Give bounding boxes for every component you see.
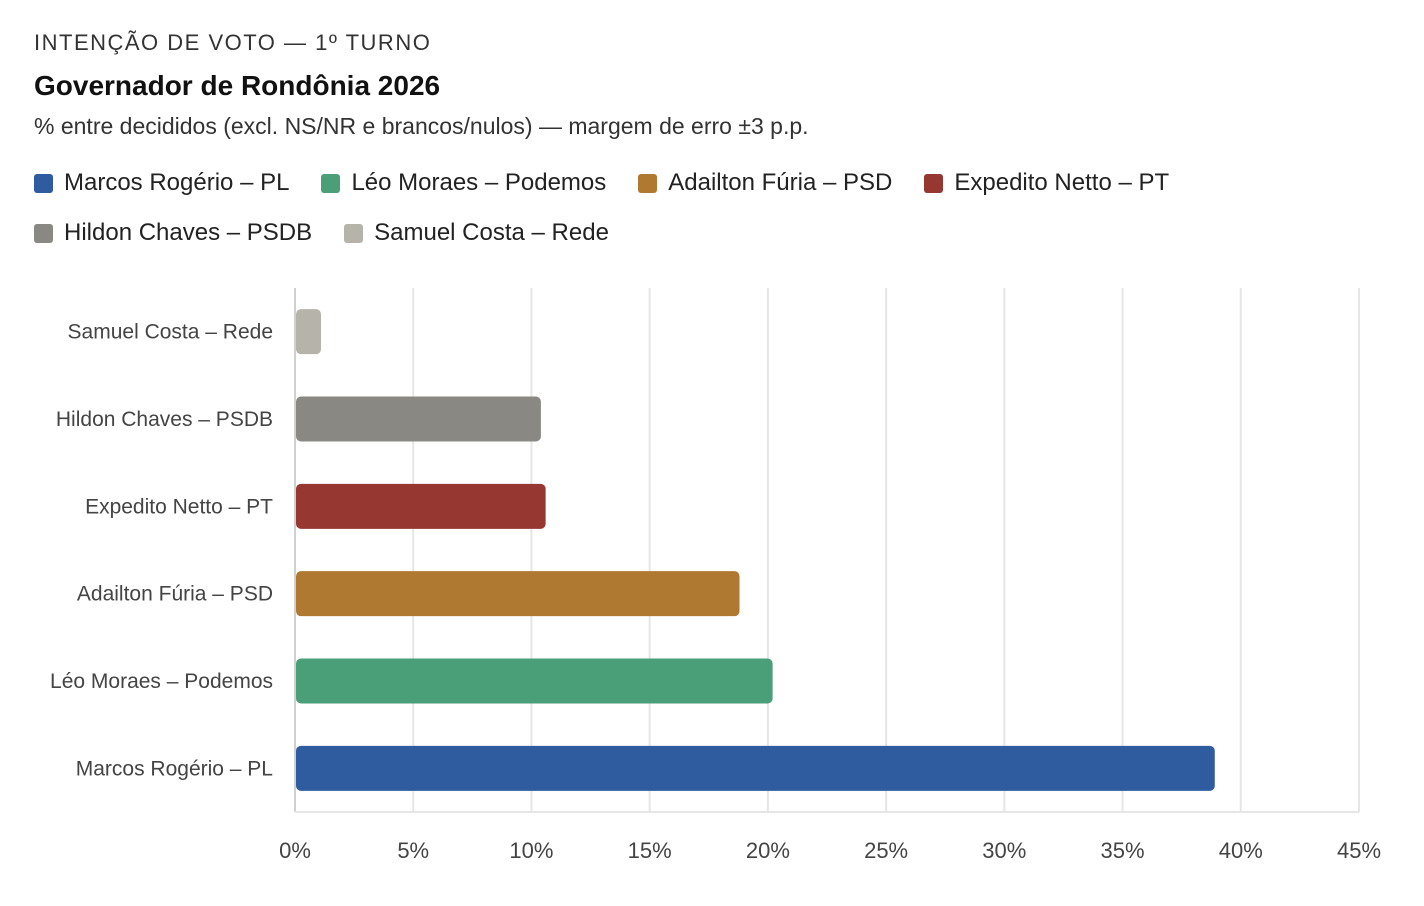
legend-swatch (638, 173, 658, 193)
legend-item: Léo Moraes – Podemos (321, 169, 607, 196)
y-tick-label: Hildon Chaves – PSDB (56, 408, 273, 431)
y-tick-label: Marcos Rogério – PL (76, 757, 273, 780)
legend-label: Samuel Costa – Rede (374, 219, 609, 246)
legend-label: Expedito Netto – PT (954, 169, 1170, 196)
bar (296, 309, 322, 355)
legend-item: Expedito Netto – PT (924, 169, 1170, 196)
x-tick-label: 30% (982, 838, 1026, 863)
legend-swatch (344, 223, 364, 243)
legend-item: Adailton Fúria – PSD (638, 169, 893, 196)
legend-label: Léo Moraes – Podemos (351, 169, 607, 196)
x-tick-label: 10% (509, 838, 553, 863)
legend-item: Samuel Costa – Rede (344, 219, 609, 246)
legend-swatch (321, 173, 341, 193)
legend: Marcos Rogério – PL Léo Moraes – Podemos A… (34, 169, 1334, 246)
bar (296, 483, 546, 529)
x-tick-label: 25% (864, 838, 908, 863)
legend-swatch (34, 223, 53, 243)
bar (296, 396, 541, 442)
bar (296, 571, 740, 617)
chart-kicker: INTENÇÃO DE VOTO — 1º TURNO (34, 30, 432, 55)
bar (296, 658, 773, 704)
x-tick-label: 5% (397, 838, 429, 863)
legend-swatch (924, 173, 944, 193)
bar (296, 745, 1215, 791)
x-tick-label: 20% (746, 838, 790, 863)
y-tick-label: Expedito Netto – PT (85, 495, 273, 518)
x-tick-label: 40% (1219, 838, 1263, 863)
legend-item: Hildon Chaves – PSDB (34, 219, 313, 246)
legend-item: Marcos Rogério – PL (34, 169, 290, 196)
legend-label: Marcos Rogério – PL (64, 169, 290, 196)
legend-swatch (34, 173, 53, 193)
y-tick-label: Adailton Fúria – PSD (77, 583, 273, 606)
x-tick-label: 35% (1101, 838, 1145, 863)
x-tick-label: 15% (628, 838, 672, 863)
legend-label: Hildon Chaves – PSDB (64, 219, 313, 246)
y-tick-label: Léo Moraes – Podemos (50, 670, 273, 693)
y-tick-label: Samuel Costa – Rede (68, 321, 273, 344)
x-tick-label: 0% (279, 838, 311, 863)
chart-title: Governador de Rondônia 2026 (34, 70, 441, 101)
x-tick-label: 45% (1337, 838, 1381, 863)
chart-subtitle: % entre decididos (excl. NS/NR e brancos… (34, 113, 809, 139)
legend-label: Adailton Fúria – PSD (668, 169, 893, 196)
